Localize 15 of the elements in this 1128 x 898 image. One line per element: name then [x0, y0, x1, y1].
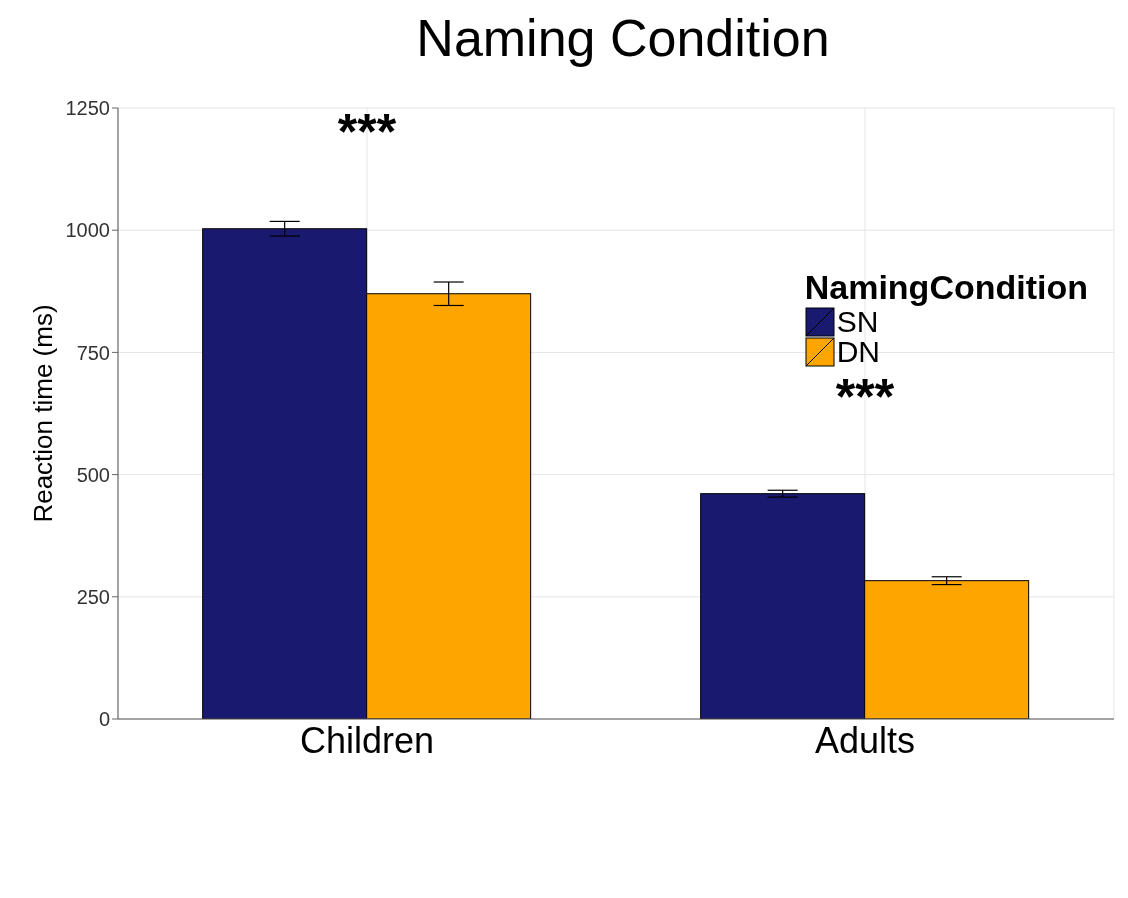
- y-axis-title: Reaction time (ms): [28, 304, 59, 523]
- legend-label: SN: [836, 305, 879, 338]
- legend-label: DN: [836, 335, 881, 368]
- y-tick-label: 750: [76, 341, 110, 364]
- annotation: ***: [835, 368, 895, 425]
- y-tick-label: 500: [76, 463, 110, 486]
- y-tick-label: 1000: [65, 219, 110, 242]
- legend-title: NamingCondition: [804, 268, 1088, 307]
- x-tick-label: Adults: [814, 719, 916, 761]
- x-tick-label: Children: [299, 719, 435, 761]
- chart-title: Naming Condition: [415, 8, 831, 68]
- y-tick-label: 1250: [65, 97, 110, 120]
- y-tick-label: 250: [76, 585, 110, 608]
- y-tick-label: 0: [98, 708, 110, 731]
- annotation: ***: [337, 103, 397, 160]
